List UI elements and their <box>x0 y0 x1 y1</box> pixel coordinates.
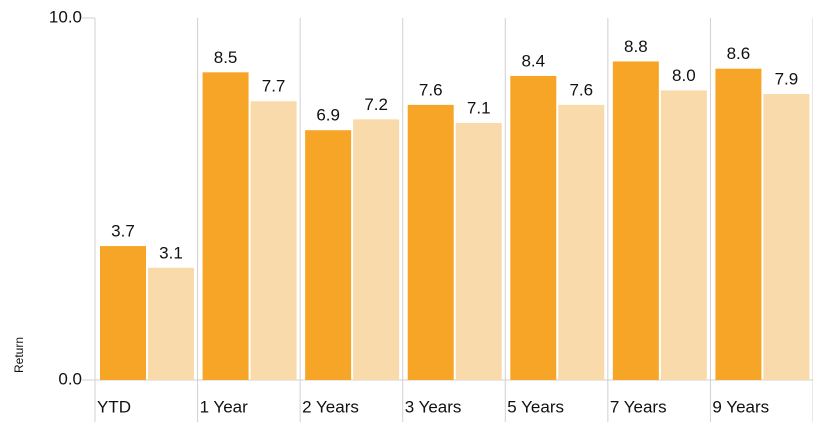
value-label: 7.2 <box>364 95 388 114</box>
x-tick-label: 5 Years <box>507 397 564 416</box>
bar <box>202 72 249 381</box>
value-label: 7.7 <box>262 77 286 96</box>
bar <box>455 122 502 380</box>
bar <box>407 104 454 380</box>
bar <box>305 130 352 380</box>
x-tick-label: 9 Years <box>712 397 769 416</box>
x-tick-label: 3 Years <box>405 397 462 416</box>
x-tick-label: 2 Years <box>302 397 359 416</box>
x-tick-label: YTD <box>97 397 131 416</box>
value-label: 3.7 <box>111 222 135 241</box>
value-label: 7.6 <box>419 80 443 99</box>
y-axis-label: Return <box>12 337 26 373</box>
value-label: 8.8 <box>624 37 648 56</box>
value-label: 7.9 <box>775 70 799 89</box>
bar <box>250 101 297 380</box>
bar <box>353 119 400 381</box>
value-label: 3.1 <box>159 243 183 262</box>
bar <box>715 68 762 381</box>
bar <box>148 267 194 380</box>
bar <box>763 94 810 381</box>
value-label: 8.5 <box>214 48 238 67</box>
y-tick-label: 10.0 <box>49 7 82 26</box>
value-label: 6.9 <box>316 106 340 125</box>
value-label: 7.1 <box>467 98 491 117</box>
y-tick-label: 0.0 <box>58 369 82 388</box>
bar <box>558 104 605 380</box>
bar <box>100 246 146 380</box>
bar <box>660 90 707 381</box>
value-label: 8.0 <box>672 66 696 85</box>
value-label: 8.6 <box>727 44 751 63</box>
value-label: 7.6 <box>569 80 593 99</box>
value-label: 8.4 <box>521 51 545 70</box>
x-tick-label: 7 Years <box>610 397 667 416</box>
x-tick-label: 1 Year <box>200 397 249 416</box>
bar <box>612 61 659 380</box>
bar <box>510 75 557 381</box>
